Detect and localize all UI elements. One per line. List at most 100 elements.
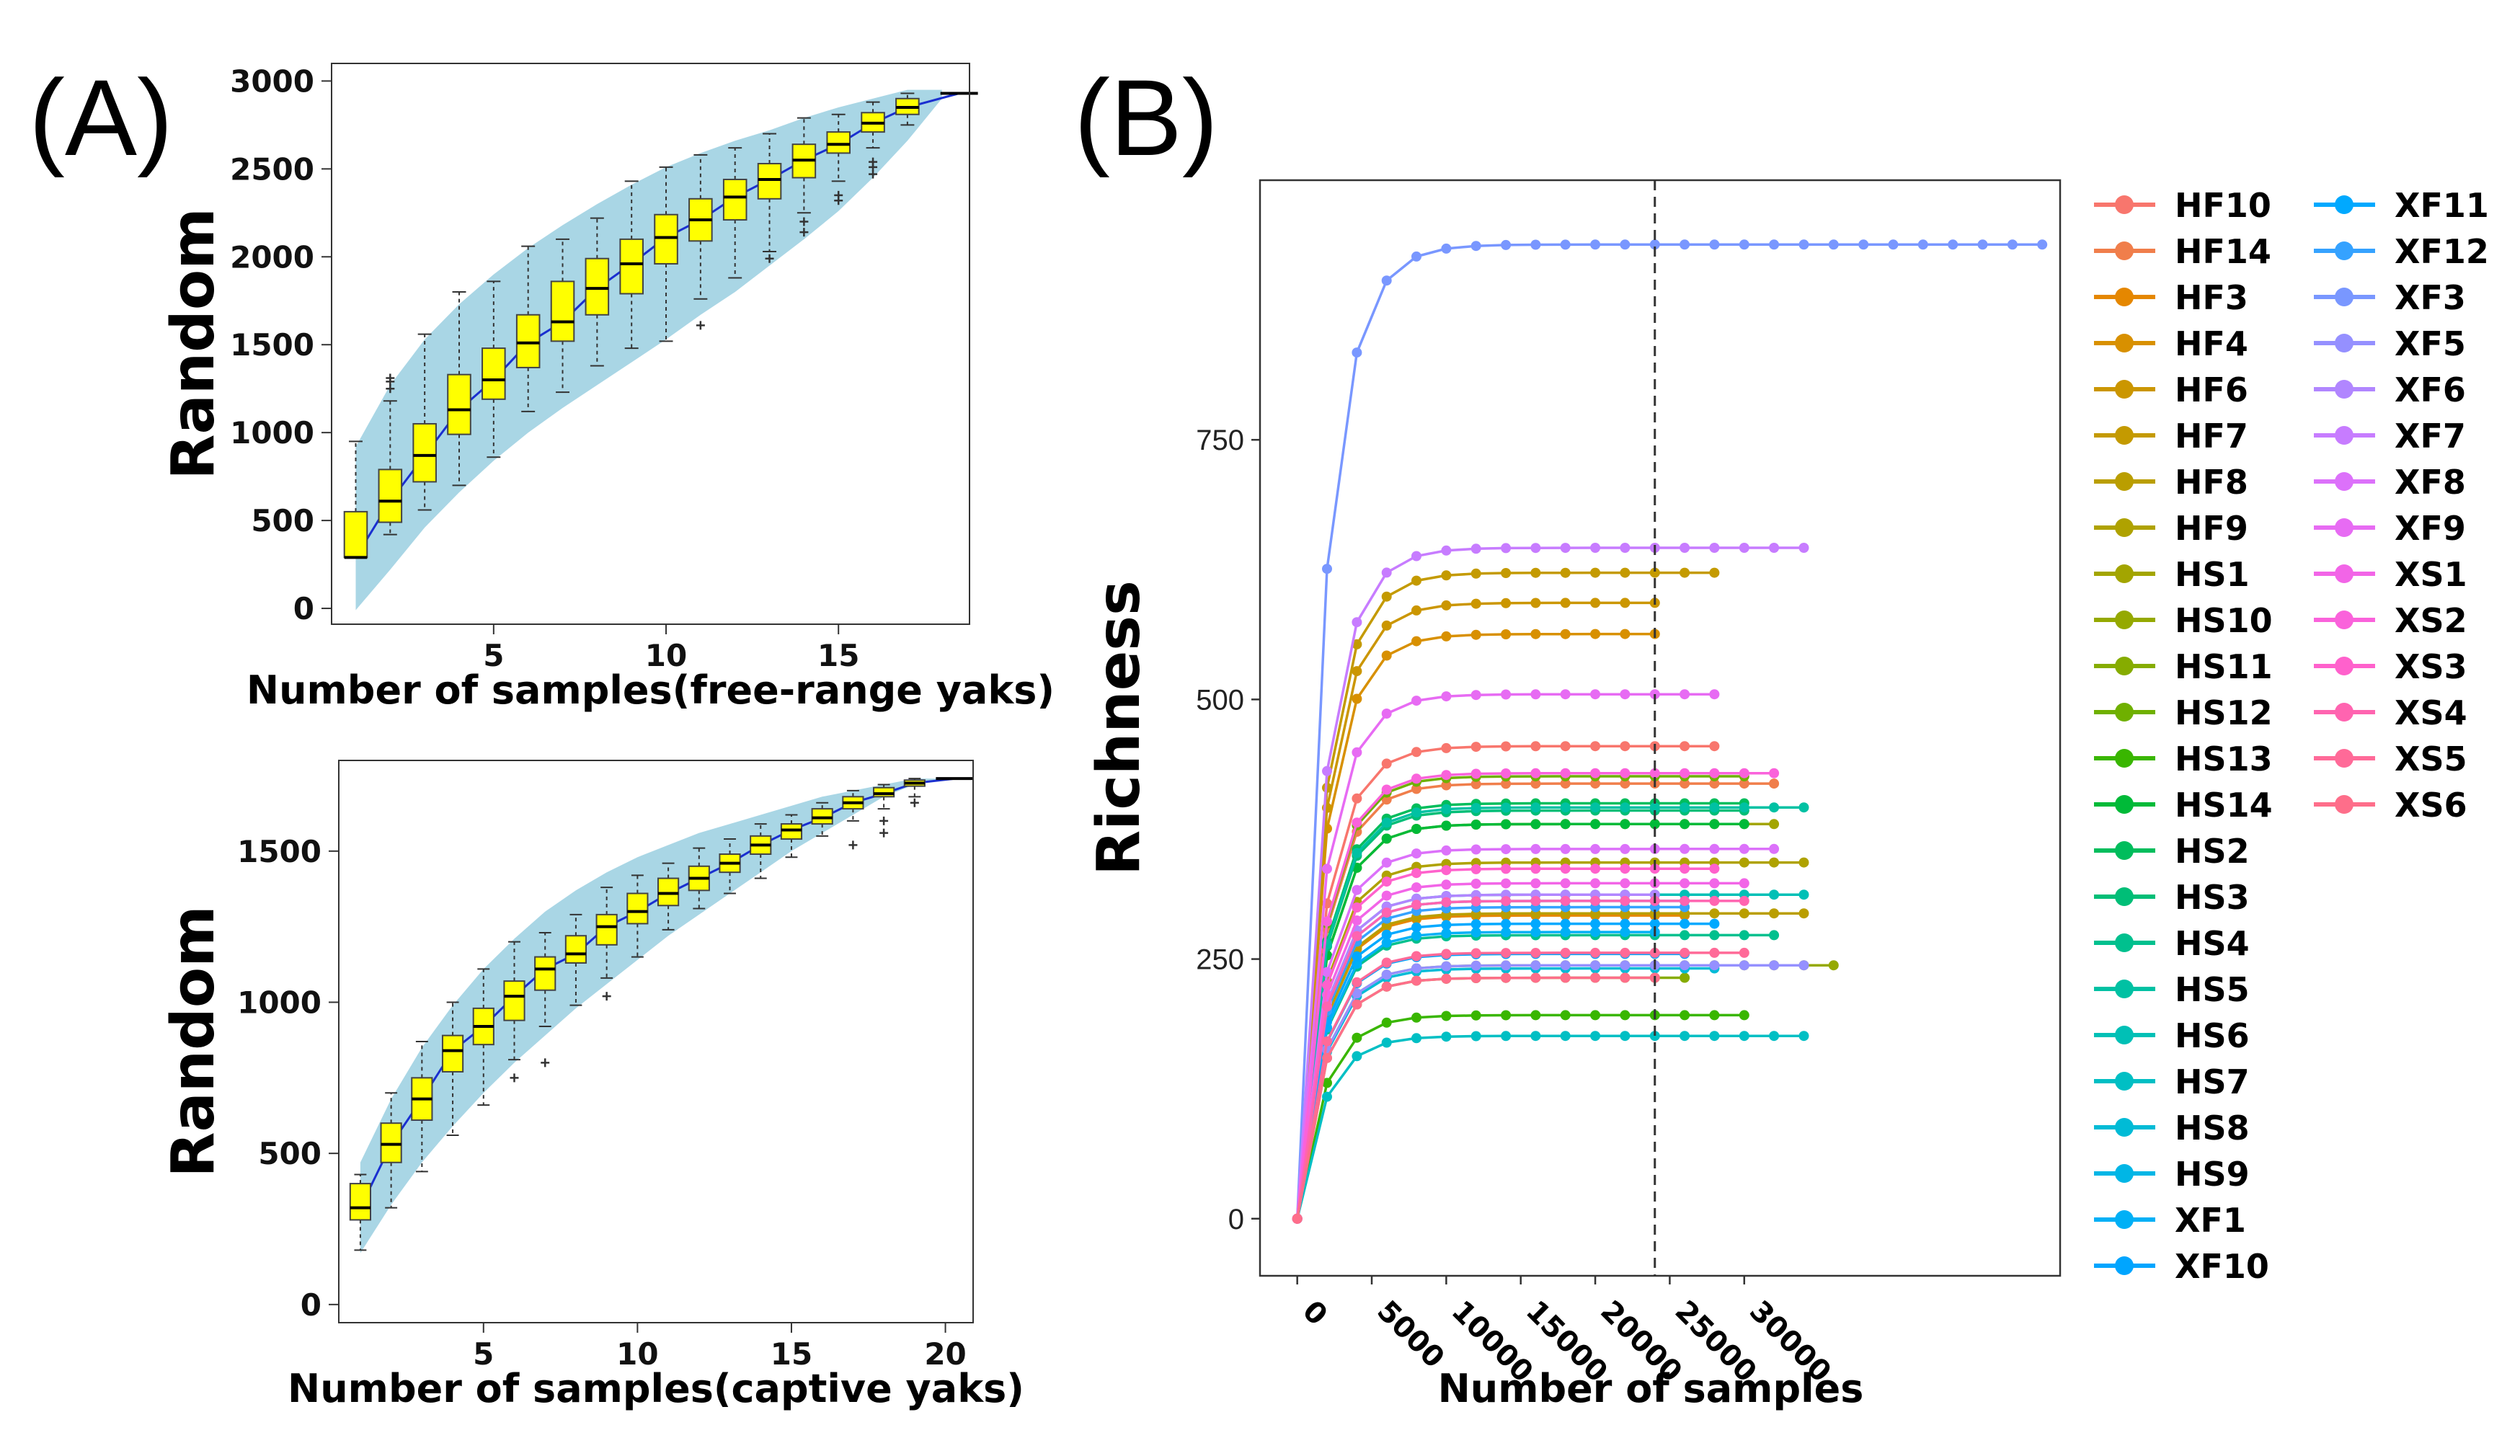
box-7 (550, 280, 575, 342)
series-point-hs5 (1501, 802, 1512, 813)
legend-marker-hf9 (2115, 518, 2134, 537)
y-tick-label: 3000 (230, 63, 314, 99)
series-point-hs7 (1620, 1031, 1631, 1042)
y-tick-label: 500 (1196, 684, 1244, 716)
series-point-xs5 (1352, 977, 1362, 987)
box-7 (534, 956, 556, 991)
series-point-xf8 (1470, 844, 1481, 855)
series-point-hs5 (1352, 848, 1362, 858)
legend-marker-hf4 (2115, 334, 2134, 352)
x-tick-label: 15 (817, 638, 859, 673)
series-point-hf6 (1381, 620, 1392, 631)
series-point-xf3 (1620, 239, 1631, 250)
series-point-hs7 (1322, 1091, 1332, 1102)
series-point-xf8 (1501, 844, 1512, 855)
series-point-hf10 (1560, 741, 1571, 752)
series-point-xs3 (1411, 868, 1421, 879)
series-point-hs14 (1680, 819, 1690, 830)
legend-marker-hf7 (2115, 426, 2134, 445)
series-point-hf7 (1560, 567, 1571, 578)
outlier-mark (602, 992, 611, 1001)
legend-label-xs5: XS5 (2395, 740, 2467, 778)
series-point-xs5 (1590, 947, 1601, 958)
series-point-xs6 (1411, 975, 1421, 986)
series-point-xs5 (1411, 951, 1421, 962)
legend-label-hs5: HS5 (2175, 970, 2250, 1009)
legend-marker-xf5 (2335, 334, 2353, 352)
series-point-hs13 (1322, 1078, 1332, 1088)
richness-legend: HF10 HF14 HF3 HF4 HF6 HF7 HF8 HF9 HS1 HS10 HS11 HS1… (2094, 186, 2489, 1286)
series-point-xs6 (1352, 999, 1362, 1010)
series-point-hs13 (1709, 1010, 1720, 1021)
series-line-xs5 (1295, 951, 1744, 1220)
series-point-hs14 (1530, 819, 1541, 830)
series-point-xf3 (1739, 239, 1749, 250)
series-point-xs6 (1292, 1213, 1303, 1224)
series-point-xs2 (1411, 773, 1421, 784)
legend-marker-hs9 (2115, 1164, 2134, 1183)
series-point-hf8 (1739, 908, 1749, 919)
series-point-xs4 (1560, 895, 1571, 906)
series-point-hf4 (1352, 693, 1362, 704)
legend-label-xf1: XF1 (2175, 1201, 2246, 1240)
legend-label-xf8: XF8 (2395, 463, 2466, 502)
series-point-xf3 (1560, 239, 1571, 250)
series-point-xs3 (1501, 864, 1512, 874)
series-point-xs5 (1501, 948, 1512, 959)
series-point-hs14 (1441, 820, 1452, 831)
legend-label-xs6: XS6 (2395, 786, 2467, 825)
series-point-hs7 (1798, 1031, 1809, 1042)
series-line-hs13 (1295, 1013, 1744, 1220)
series-point-xs1 (1441, 879, 1452, 890)
series-point-xs2 (1709, 768, 1720, 778)
series-point-hf7 (1352, 639, 1362, 649)
series-point-hs14 (1709, 819, 1720, 830)
series-point-hs5 (1411, 807, 1421, 818)
series-point-hs7 (1680, 1031, 1690, 1042)
series-point-xs1 (1739, 878, 1749, 889)
series-point-xf7 (1769, 543, 1780, 553)
series-point-xf1 (1441, 928, 1452, 938)
series-point-hf7 (1501, 568, 1512, 578)
box-1 (343, 510, 368, 559)
series-point-xf8 (1381, 857, 1392, 868)
series-point-hs5 (1709, 802, 1720, 813)
series-point-xf3 (1680, 239, 1690, 250)
legend-marker-hf3 (2115, 288, 2134, 306)
series-point-xs5 (1680, 947, 1690, 958)
series-point-xf3 (1858, 239, 1869, 250)
outlier-mark (879, 828, 889, 838)
x-tick-label: 15 (771, 1336, 812, 1372)
series-point-xf5 (1709, 960, 1720, 971)
box-16 (811, 808, 833, 825)
box-10 (654, 213, 678, 265)
series-point-hf10 (1709, 741, 1720, 752)
x-axis-title: Number of samples(captive yaks) (288, 1366, 1024, 1411)
series-point-xf1 (1381, 937, 1392, 948)
series-point-xf3 (1381, 275, 1392, 286)
series-point-hs4 (1680, 930, 1690, 941)
series-point-xf3 (1501, 239, 1512, 250)
box-5 (482, 347, 506, 400)
series-point-hf4 (1501, 629, 1512, 639)
series-point-hf14 (1769, 778, 1780, 789)
series-point-xf3 (1530, 239, 1541, 250)
series-point-xs2 (1590, 768, 1601, 778)
series-point-hf9 (1769, 857, 1780, 868)
legend-marker-hs14 (2115, 795, 2134, 814)
y-tick-label: 1000 (237, 985, 321, 1020)
outlier-mark (765, 254, 774, 263)
series-point-xs5 (1739, 947, 1749, 958)
series-point-hs13 (1530, 1010, 1541, 1021)
series-point-hf7 (1649, 567, 1660, 578)
legend-marker-hs5 (2115, 980, 2134, 998)
series-line-hs14 (1295, 822, 1744, 1219)
series-point-xs4 (1709, 895, 1720, 906)
plot-frame (1259, 179, 2062, 1277)
series-point-xf5 (1381, 969, 1392, 980)
legend-marker-xf1 (2115, 1210, 2134, 1229)
y-axis-title: Richness (1085, 580, 1153, 876)
series-point-xf7 (1530, 543, 1541, 554)
series-point-xs3 (1441, 865, 1452, 876)
series-point-xs3 (1352, 902, 1362, 913)
